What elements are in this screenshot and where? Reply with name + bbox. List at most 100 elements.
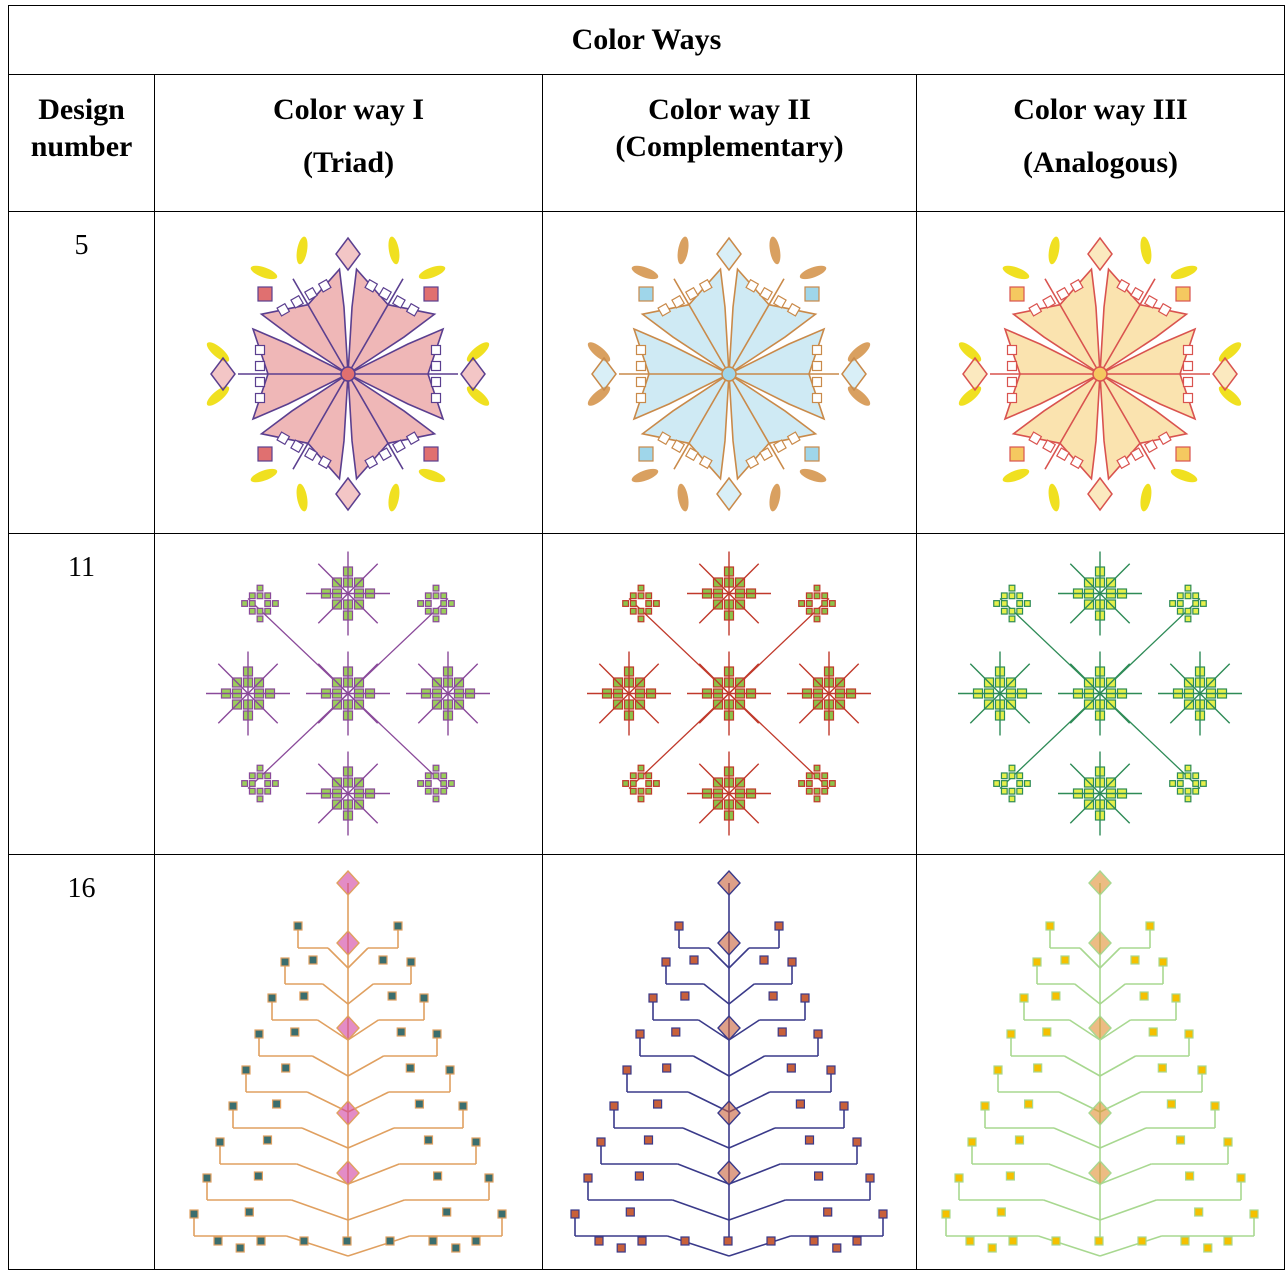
motif-shape: [591, 356, 617, 392]
motif-shape: [828, 780, 836, 787]
motif-shape: [980, 1101, 990, 1111]
motif-shape: [451, 1243, 461, 1253]
motif-shape: [598, 693, 630, 724]
motif-shape: [622, 1065, 632, 1075]
motif-shape: [813, 787, 821, 795]
motif-shape: [813, 592, 821, 600]
motif-shape: [1223, 1137, 1233, 1147]
motif-shape: [428, 1236, 438, 1246]
motif-shape: [1218, 342, 1242, 362]
motif-shape: [821, 607, 829, 615]
motif-shape: [1094, 1236, 1104, 1246]
motif-shape: [1051, 991, 1061, 1001]
motif-shape: [721, 366, 737, 382]
motif-shape: [1236, 1173, 1246, 1183]
motif-shape: [347, 278, 404, 375]
motif-shape: [1199, 600, 1207, 607]
motif-shape: [634, 1171, 645, 1181]
motif-shape: [388, 236, 400, 265]
motif-shape: [241, 780, 249, 787]
motif-shape: [1184, 584, 1192, 592]
motif-shape: [256, 772, 264, 780]
motif-shape: [1064, 1055, 1101, 1077]
motif-shape: [805, 787, 813, 795]
motif-shape: [423, 446, 439, 462]
motif-shape: [440, 592, 448, 600]
motif-shape: [674, 921, 684, 931]
motif-shape: [645, 772, 653, 780]
motif-shape: [424, 592, 432, 600]
motif-shape: [616, 1243, 626, 1253]
motif-shape: [1002, 468, 1030, 483]
motif-shape: [941, 1209, 951, 1219]
motif-shape: [652, 780, 660, 787]
motif-shape: [347, 1019, 379, 1041]
motif-shape: [728, 663, 760, 694]
motif-shape: [847, 386, 871, 406]
header-text: Color way II: [648, 93, 811, 126]
motif-shape: [631, 468, 659, 483]
motif-shape: [645, 607, 653, 615]
motif-shape: [1043, 1199, 1101, 1221]
motif-shape: [594, 1236, 604, 1246]
motif-shape: [308, 955, 318, 965]
motif-shape: [417, 600, 425, 607]
motif-shape: [336, 1099, 361, 1127]
motif-shape: [1176, 772, 1184, 780]
motif-shape: [847, 342, 871, 362]
motif-shape: [1180, 1236, 1190, 1246]
motif-shape: [1182, 376, 1194, 388]
motif-shape: [1088, 929, 1112, 957]
motif-shape: [1194, 1207, 1204, 1217]
motif-shape: [347, 793, 379, 824]
motif-shape: [1008, 787, 1016, 795]
motif-shape: [250, 372, 349, 512]
motif-shape: [264, 607, 272, 615]
motif-shape: [629, 780, 637, 787]
motif-shape: [629, 787, 637, 795]
motif-shape: [378, 286, 393, 301]
motif-shape: [430, 360, 442, 372]
motif-shape: [1185, 1171, 1195, 1181]
motif-shape: [347, 372, 446, 512]
motif-shape: [1099, 1163, 1152, 1185]
motif-shape: [1069, 593, 1101, 624]
motif-shape: [317, 455, 332, 470]
motif-shape: [1182, 360, 1194, 372]
motif-shape: [635, 376, 647, 388]
motif-shape: [256, 1236, 266, 1246]
motif-shape: [826, 1065, 836, 1075]
motif-shape: [254, 392, 266, 404]
motif-shape: [637, 615, 645, 623]
motif-shape: [958, 386, 982, 406]
motif-shape: [643, 1135, 654, 1145]
motif-shape: [1042, 1027, 1052, 1037]
motif-shape: [682, 1127, 730, 1149]
motif-shape: [1005, 1171, 1016, 1181]
motif-shape: [635, 344, 647, 356]
motif-shape: [728, 278, 785, 375]
motif-shape: [1176, 780, 1184, 787]
motif-shape: [958, 327, 1102, 421]
motif-shape: [813, 607, 821, 615]
motif-shape: [958, 342, 982, 362]
motif-shape: [347, 983, 374, 1005]
motif-shape: [631, 236, 730, 376]
motif-shape: [1099, 373, 1156, 470]
motif-shape: [347, 563, 379, 594]
motif-shape: [717, 1159, 741, 1187]
design-number: 11: [7, 533, 156, 855]
motif-shape: [342, 1236, 352, 1246]
motif-shape: [1099, 1199, 1157, 1221]
motif-shape: [1184, 615, 1192, 623]
motif-shape: [1140, 236, 1152, 265]
motif-shape: [256, 764, 264, 772]
motif-shape: [1218, 386, 1242, 406]
motif-shape: [698, 278, 713, 293]
motif-shape: [1130, 286, 1145, 301]
motif-shape: [728, 1019, 760, 1041]
motif-shape: [813, 615, 821, 623]
motif-shape: [347, 1127, 395, 1149]
motif-shape: [708, 947, 730, 969]
motif-shape: [392, 439, 406, 454]
